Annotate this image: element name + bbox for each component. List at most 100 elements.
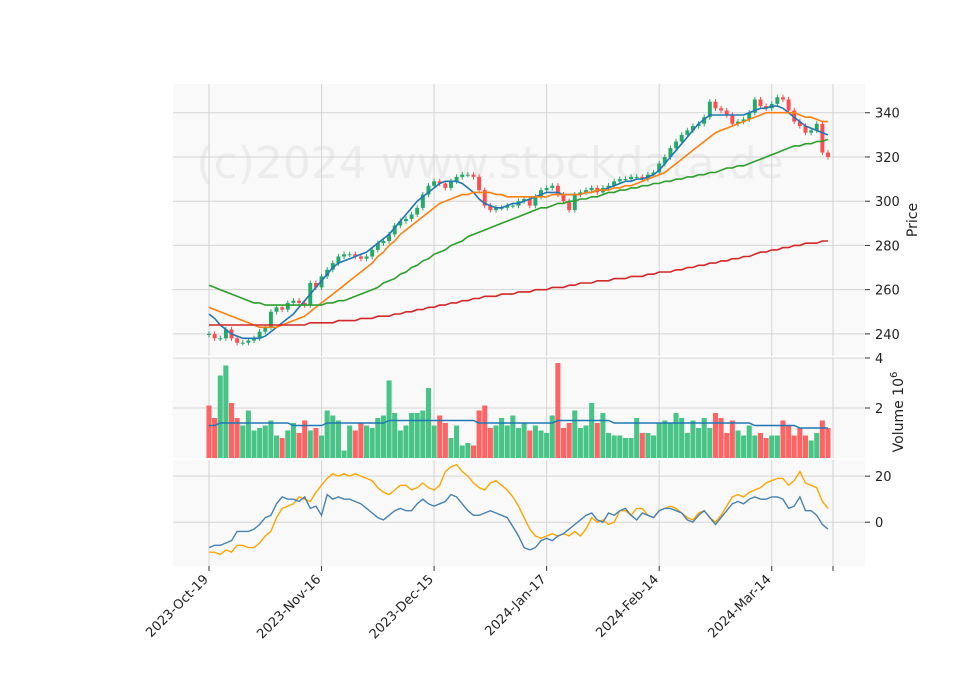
volume-bar xyxy=(769,435,775,458)
candle-body xyxy=(347,254,352,256)
volume-bar xyxy=(684,433,690,458)
volume-bar xyxy=(690,420,696,458)
volume-bar xyxy=(667,423,673,458)
volume-bar xyxy=(290,423,296,458)
candle-body xyxy=(420,194,425,208)
candle-body xyxy=(803,126,808,133)
candle-body xyxy=(578,192,583,195)
volume-bar xyxy=(712,413,718,458)
candle-body xyxy=(741,119,746,122)
candle-body xyxy=(409,214,414,219)
candle-body xyxy=(223,329,228,339)
candle-body xyxy=(330,263,335,270)
candle-body xyxy=(460,174,465,177)
price-panel-bg xyxy=(173,84,865,356)
price-line-ma4 xyxy=(209,240,828,326)
volume-bar xyxy=(617,435,623,458)
volume-bar xyxy=(273,435,280,458)
candle-body xyxy=(207,333,211,335)
candle-body xyxy=(634,176,639,178)
volume-bar xyxy=(645,433,651,458)
candle-body xyxy=(752,99,757,113)
volume-bar xyxy=(386,380,392,458)
volume-bar xyxy=(802,435,809,458)
candle-body xyxy=(820,123,825,153)
volume-bar xyxy=(521,423,527,458)
volume-bar xyxy=(285,430,291,458)
candle-body xyxy=(336,256,341,264)
volume-bar xyxy=(628,438,634,458)
candle-body xyxy=(381,241,386,244)
volume-bar xyxy=(718,418,724,458)
volume-bar xyxy=(752,435,758,458)
volume-bar xyxy=(780,420,786,458)
volume-ma-line xyxy=(209,419,828,429)
candle-body xyxy=(539,190,543,197)
volume-bar xyxy=(577,428,583,458)
volume-y-tick-label: 2 xyxy=(875,402,883,417)
volume-bar xyxy=(594,423,600,458)
volume-bar xyxy=(409,413,415,458)
volume-axis-label: Volume 106 xyxy=(889,372,907,453)
volume-bar xyxy=(808,440,814,458)
volume-bar xyxy=(330,415,336,458)
price-y-tick-label: 320 xyxy=(875,151,900,166)
volume-bar xyxy=(611,435,617,458)
volume-bar xyxy=(262,425,268,458)
volume-bar xyxy=(425,388,431,458)
x-tick-label: 2023-Oct-19 xyxy=(143,572,211,640)
volume-bar xyxy=(257,428,263,458)
volume-bar xyxy=(679,418,685,458)
candle-body xyxy=(353,254,358,257)
price-y-tick-label: 300 xyxy=(875,195,900,210)
candle-body xyxy=(257,331,262,339)
volume-bar xyxy=(307,430,313,458)
candle-body xyxy=(775,97,780,104)
volume-bar xyxy=(414,413,420,458)
candle-body xyxy=(764,106,769,109)
candle-body xyxy=(280,307,285,310)
x-tick-label: 2024-Feb-14 xyxy=(593,572,662,641)
oscillator-line-a xyxy=(209,463,829,556)
candle-body xyxy=(482,190,487,206)
candle-body xyxy=(629,176,634,180)
candle-body xyxy=(814,123,819,131)
volume-bar xyxy=(206,405,212,458)
candle-body xyxy=(370,249,375,257)
volume-bar xyxy=(268,420,274,458)
oscillator-line-b xyxy=(208,493,829,551)
volume-bar xyxy=(397,430,403,458)
volume-bar xyxy=(369,428,375,458)
volume-bar xyxy=(634,418,640,458)
volume-bar xyxy=(403,425,409,458)
volume-bar xyxy=(600,413,606,458)
candle-body xyxy=(268,311,273,328)
volume-bar xyxy=(437,415,443,458)
candle-body xyxy=(690,126,695,131)
volume-bar xyxy=(819,420,825,458)
candle-body xyxy=(432,181,437,186)
candle-body xyxy=(291,300,296,303)
candle-body xyxy=(809,130,814,133)
volume-bar xyxy=(622,438,628,458)
volume-bar xyxy=(335,420,341,458)
candle-body xyxy=(235,338,240,343)
candle-body xyxy=(707,101,712,118)
volume-bar xyxy=(814,433,820,458)
volume-bar xyxy=(245,410,251,458)
volume-bar xyxy=(324,410,330,458)
volume-bar xyxy=(741,435,747,458)
candle-body xyxy=(375,243,380,250)
volume-panel xyxy=(206,363,831,458)
candle-body xyxy=(313,283,318,288)
volume-bar xyxy=(797,428,803,458)
volume-bar xyxy=(651,435,657,458)
candle-body xyxy=(550,185,555,188)
price-y-tick-label: 340 xyxy=(875,107,900,122)
volume-bar xyxy=(746,425,752,458)
candle-body xyxy=(426,185,431,195)
volume-bar xyxy=(707,428,713,458)
candle-body xyxy=(443,183,448,188)
candle-body xyxy=(657,163,662,173)
